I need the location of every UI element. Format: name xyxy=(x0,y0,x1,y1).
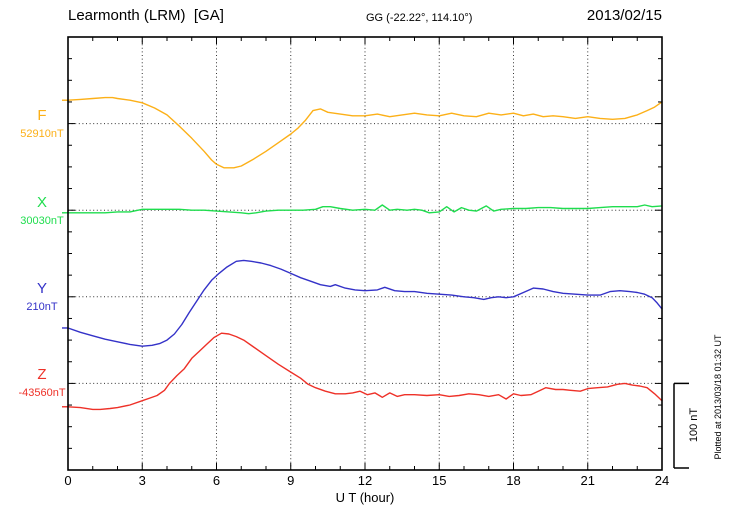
x-tick-label: 6 xyxy=(212,473,221,488)
x-tick-label: 15 xyxy=(432,473,447,488)
series-baseline-F: 52910nT xyxy=(20,128,64,140)
series-baseline-X: 30030nT xyxy=(20,215,64,227)
series-label-Z: Z xyxy=(37,366,47,383)
series-label-F: F xyxy=(37,107,47,124)
series-label-X: X xyxy=(36,194,47,211)
x-tick-label: 21 xyxy=(580,473,595,488)
station-title: Learmonth (LRM) [GA] xyxy=(68,7,224,24)
x-tick-label: 18 xyxy=(506,473,521,488)
x-tick-label: 0 xyxy=(64,473,72,488)
x-tick-label: 12 xyxy=(357,473,373,488)
x-tick-label: 9 xyxy=(287,473,295,488)
plot-date: 2013/02/15 xyxy=(586,7,662,24)
x-tick-label: 24 xyxy=(654,473,670,488)
plotted-at-caption: Plotted at 2013/03/18 01:32 UT xyxy=(713,334,723,460)
x-tick-label: 3 xyxy=(138,473,146,488)
geo-coordinates-label: GG (-22.22°, 114.10°) xyxy=(366,12,473,24)
series-baseline-Y: 210nT xyxy=(26,301,58,313)
series-baseline-Z: -43560nT xyxy=(18,387,66,399)
scale-bar-label: 100 nT xyxy=(688,407,700,443)
x-axis-title: U T (hour) xyxy=(335,490,395,505)
series-label-Y: Y xyxy=(36,280,47,297)
